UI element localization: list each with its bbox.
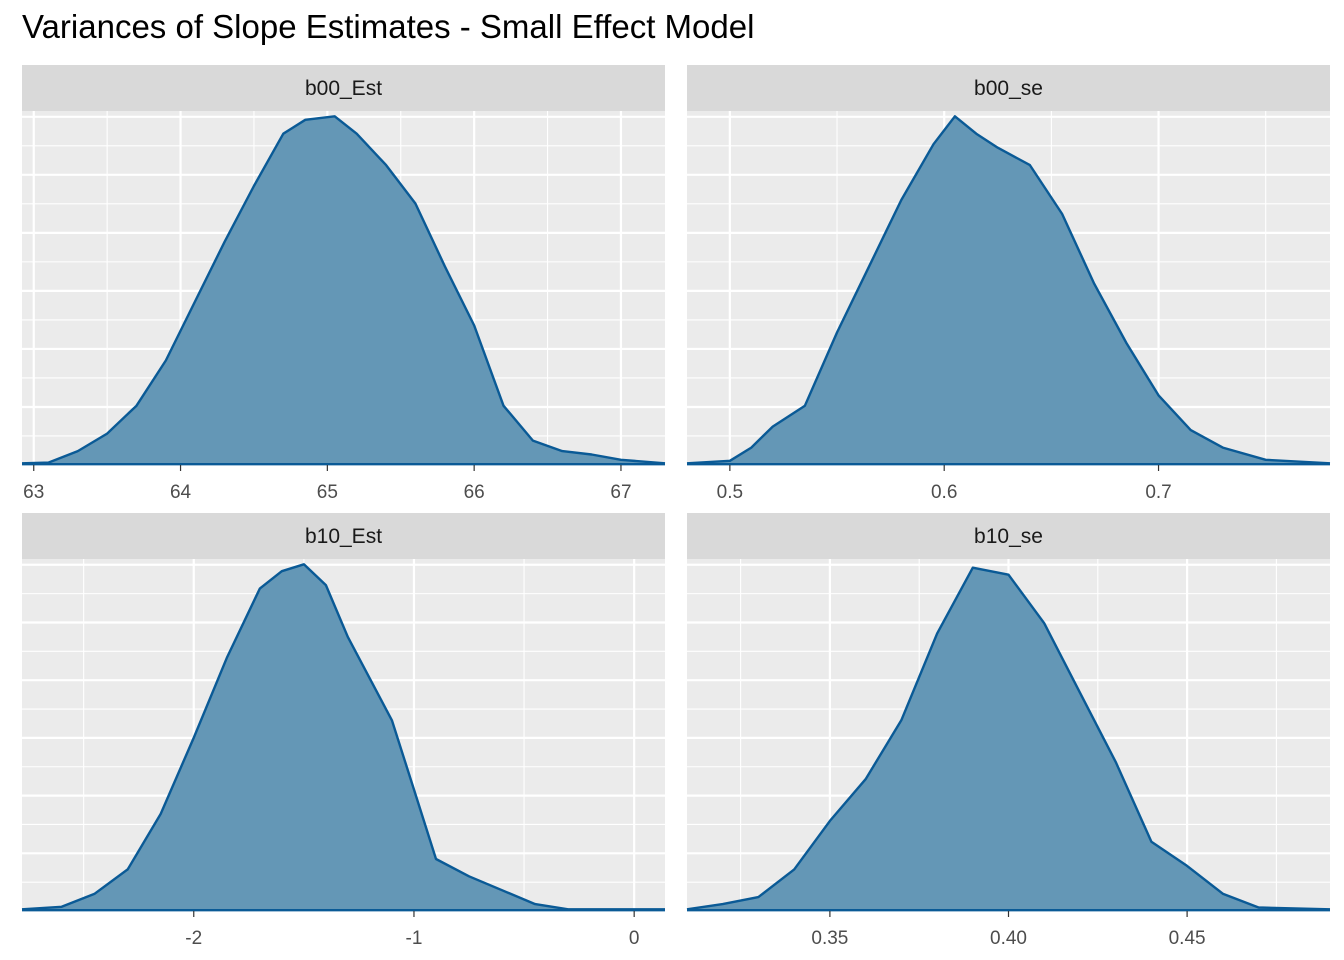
- x-tick-label: 0.5: [717, 482, 743, 503]
- density-area-b10-se: [687, 567, 1330, 911]
- density-area-b00-se: [687, 116, 1330, 466]
- x-tick-label: 0.7: [1145, 482, 1171, 503]
- x-tick-label: 0: [629, 928, 640, 949]
- facet-strip-b00-est: [22, 65, 665, 111]
- facet-label-b00-se: b00_se: [974, 77, 1043, 100]
- facet-label-b00-est: b00_Est: [305, 77, 382, 100]
- x-tick-label: 63: [23, 482, 44, 503]
- facet-label-b10-se: b10_se: [974, 525, 1043, 548]
- chart-title: Variances of Slope Estimates - Small Eff…: [22, 8, 755, 45]
- density-line-b00-est: [21, 115, 666, 465]
- density-line-b10-se: [686, 566, 1331, 911]
- x-tick-label: 0.40: [990, 928, 1027, 949]
- facet-strip-b10-se: [687, 513, 1330, 559]
- x-tick-label: -2: [185, 928, 202, 949]
- x-tick-label: 65: [317, 482, 338, 503]
- facet-strip-b10-est: [22, 513, 665, 559]
- x-tick-label: 0.45: [1169, 928, 1206, 949]
- x-tick-label: 0.6: [931, 482, 957, 503]
- density-area-b10-est: [22, 564, 665, 911]
- density-line-b00-se: [686, 115, 1331, 465]
- x-tick-label: 64: [170, 482, 192, 503]
- x-tick-label: -1: [406, 928, 423, 949]
- density-line-b10-est: [21, 563, 665, 911]
- x-tick-label: 67: [610, 482, 631, 503]
- facet-strip-b00-se: [687, 65, 1330, 111]
- density-area-b00-est: [22, 116, 665, 466]
- facet-label-b10-est: b10_Est: [305, 525, 382, 548]
- x-tick-label: 66: [464, 482, 485, 503]
- x-tick-label: 0.35: [811, 928, 848, 949]
